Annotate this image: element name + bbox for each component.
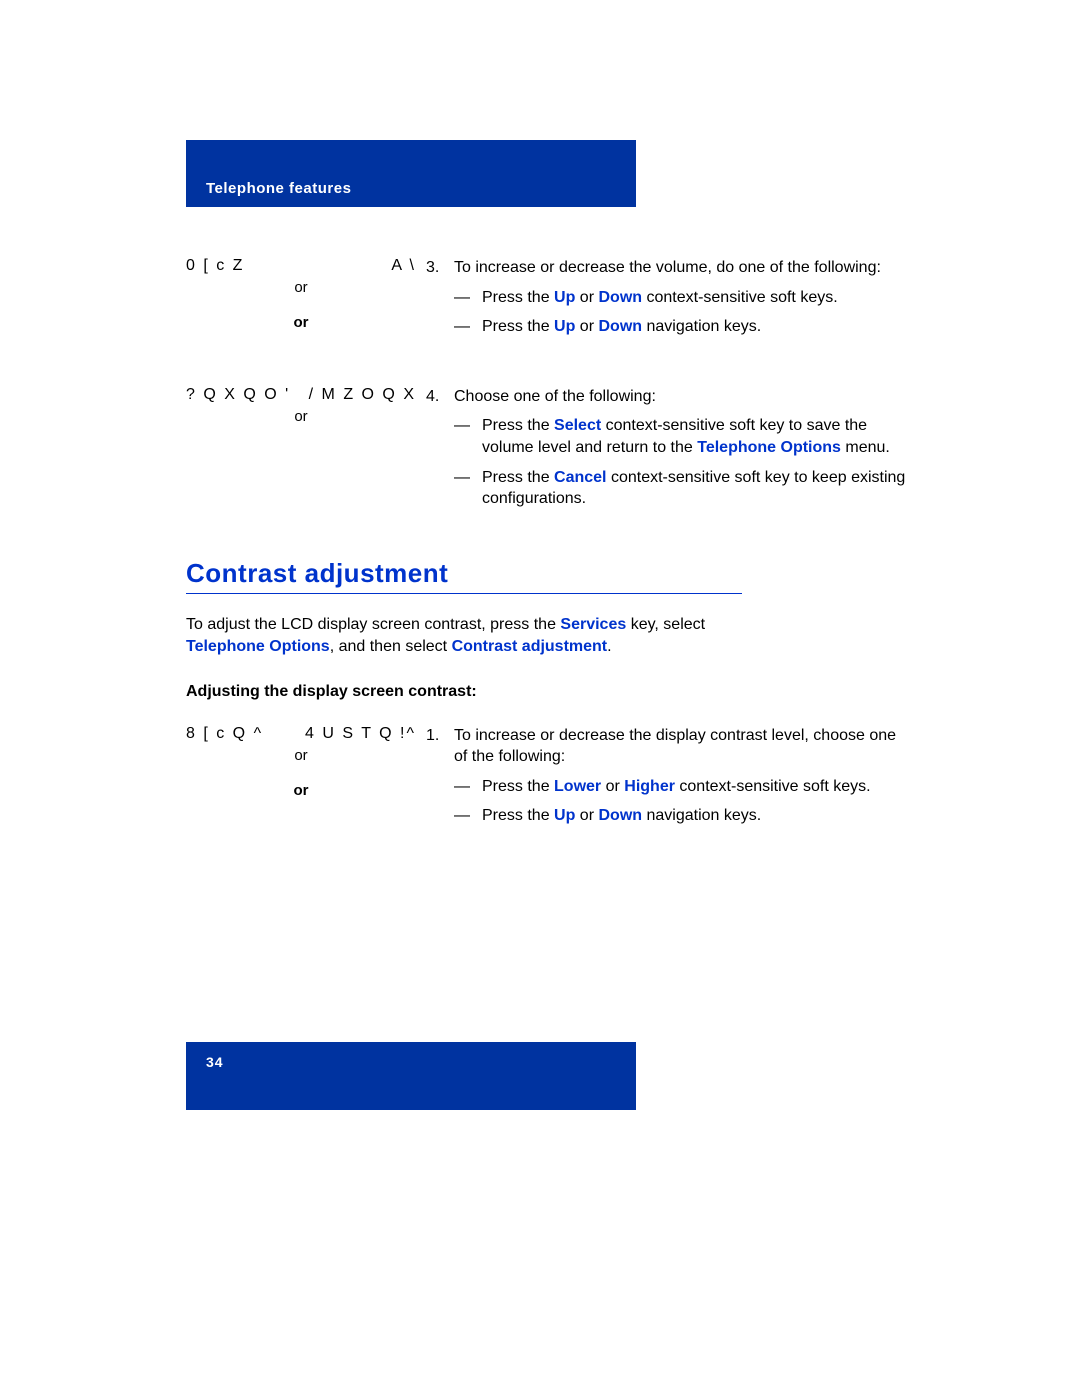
step-3-block: 0 [ c Z A \ or or 3. To increase or decr… — [186, 257, 906, 346]
step1c-intro: To increase or decrease the display cont… — [454, 725, 906, 768]
dash-icon: — — [454, 805, 482, 827]
step3-sub1: Press the Up or Down context-sensitive s… — [482, 287, 906, 309]
step3-key-left: 0 [ c Z — [186, 257, 244, 275]
up-key-label: Up — [554, 807, 575, 824]
step-1c-keys: 8 [ c Q ^ 4 U S T Q !^ or or — [186, 725, 426, 835]
step-4-text: 4. Choose one of the following: — Press … — [426, 386, 906, 518]
step1c-or2: or — [186, 782, 416, 799]
step-3-text: 3. To increase or decrease the volume, d… — [426, 257, 906, 346]
dash-icon: — — [454, 287, 482, 309]
telephone-options-label: Telephone Options — [186, 638, 330, 655]
down-key-label: Down — [598, 807, 642, 824]
step3-sub2: Press the Up or Down navigation keys. — [482, 316, 906, 338]
step3-or2: or — [186, 314, 416, 331]
dash-icon: — — [454, 316, 482, 338]
step1c-sub2: Press the Up or Down navigation keys. — [482, 805, 906, 827]
step1c-key-right: 4 U S T Q !^ — [305, 725, 416, 743]
contrast-intro: To adjust the LCD display screen contras… — [186, 614, 742, 659]
page-number: 34 — [206, 1054, 616, 1070]
step-1c-text: 1. To increase or decrease the display c… — [426, 725, 906, 835]
step4-num: 4. — [426, 386, 454, 408]
higher-key-label: Higher — [624, 778, 675, 795]
footer-bar: 34 — [186, 1042, 636, 1110]
step-3-keys: 0 [ c Z A \ or or — [186, 257, 426, 346]
select-key-label: Select — [554, 417, 601, 434]
down-key-label: Down — [598, 318, 642, 335]
lower-key-label: Lower — [554, 778, 601, 795]
telephone-options-label: Telephone Options — [697, 439, 841, 456]
services-key-label: Services — [560, 616, 626, 633]
step4-intro: Choose one of the following: — [454, 386, 906, 408]
step-4-keys: ? Q X Q O ' / M Z O Q X or — [186, 386, 426, 518]
step4-key-left: ? Q X Q O ' — [186, 386, 290, 404]
header-title: Telephone features — [206, 180, 616, 197]
dash-icon: — — [454, 415, 482, 458]
dash-icon: — — [454, 776, 482, 798]
step1c-sub1: Press the Lower or Higher context-sensit… — [482, 776, 906, 798]
step4-or1: or — [186, 408, 416, 425]
step4-sub1: Press the Select context-sensitive soft … — [482, 415, 906, 458]
step3-or1: or — [186, 279, 416, 296]
down-key-label: Down — [598, 289, 642, 306]
step1c-or1: or — [186, 747, 416, 764]
contrast-subheading: Adjusting the display screen contrast: — [186, 683, 906, 701]
step-1c-block: 8 [ c Q ^ 4 U S T Q !^ or or 1. To incre… — [186, 725, 906, 835]
step4-sub2: Press the Cancel context-sensitive soft … — [482, 467, 906, 510]
up-key-label: Up — [554, 318, 575, 335]
step3-num: 3. — [426, 257, 454, 279]
step3-intro: To increase or decrease the volume, do o… — [454, 257, 906, 279]
header-bar: Telephone features — [186, 140, 636, 207]
dash-icon: — — [454, 467, 482, 510]
step1c-key-left: 8 [ c Q ^ — [186, 725, 263, 743]
contrast-adjustment-label: Contrast adjustment — [452, 638, 608, 655]
step-4-block: ? Q X Q O ' / M Z O Q X or 4. Choose one… — [186, 386, 906, 518]
step3-key-right: A \ — [391, 257, 416, 275]
step1c-num: 1. — [426, 725, 454, 768]
section-heading-contrast: Contrast adjustment — [186, 558, 742, 594]
cancel-key-label: Cancel — [554, 469, 606, 486]
step4-key-right: / M Z O Q X — [309, 386, 416, 404]
up-key-label: Up — [554, 289, 575, 306]
